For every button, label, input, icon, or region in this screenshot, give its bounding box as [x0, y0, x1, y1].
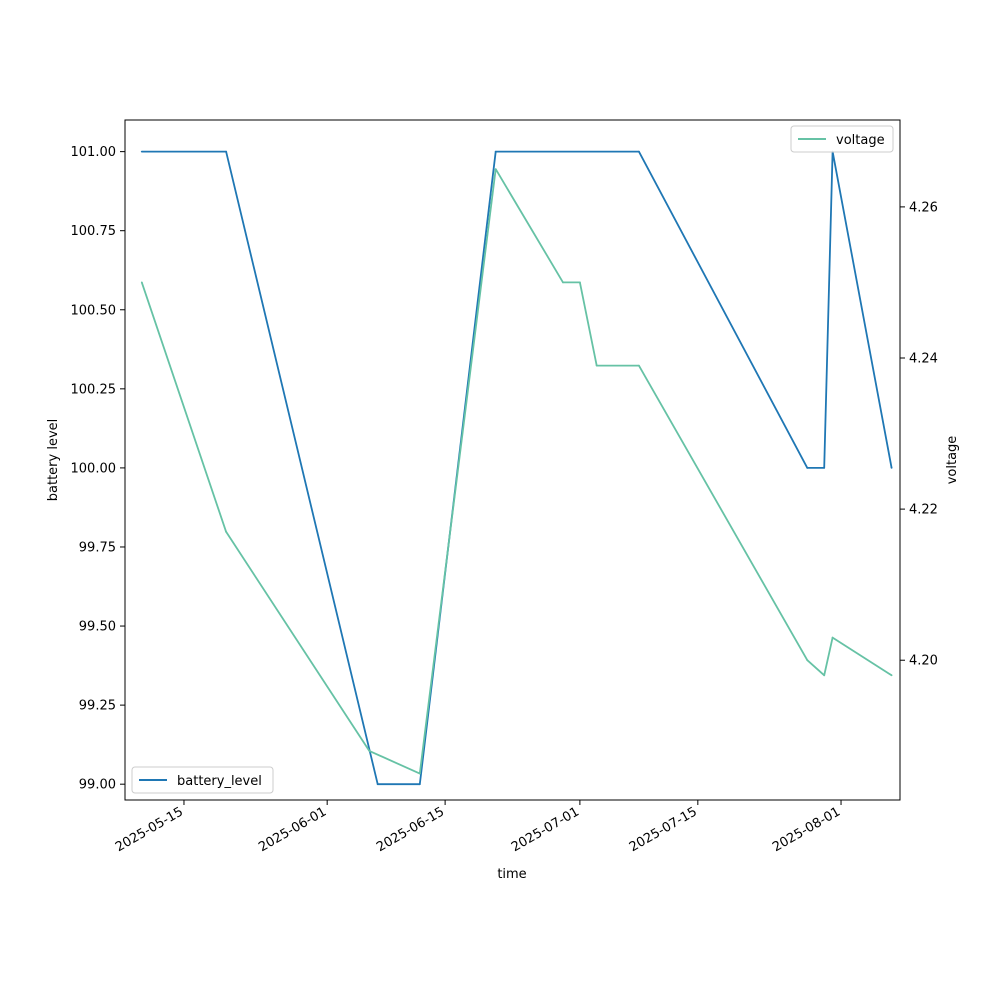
y-left-tick-label: 99.00	[79, 778, 116, 793]
y-left-tick-label: 99.25	[79, 699, 116, 714]
legend-battery-label: battery_level	[177, 774, 262, 789]
y-left-tick-label: 100.25	[71, 382, 117, 397]
y-axis-left: 99.00 99.25 99.50 99.75 100.00 100.25 100.50 10…	[71, 145, 125, 793]
axes-frame	[124, 119, 901, 801]
legend-battery-box	[131, 766, 274, 794]
y-left-tick-label: 100.75	[71, 224, 117, 239]
data-point-voltage	[418, 772, 421, 775]
y-right-tick-label: 4.24	[909, 352, 938, 367]
y-axis-right-title: voltage	[945, 436, 960, 485]
data-point-voltage	[638, 364, 640, 367]
y-left-tick-label: 100.00	[71, 461, 117, 476]
data-point-voltage	[225, 530, 228, 533]
y-axis-right: 4.20 4.22 4.24 4.26	[900, 200, 938, 669]
y-right-tick-label: 4.22	[909, 503, 938, 518]
data-point-battery_level	[140, 150, 143, 153]
data-point-battery_level	[890, 467, 893, 469]
series-line-battery_level	[141, 150, 893, 786]
legend-voltage-label: voltage	[836, 133, 885, 148]
data-point-voltage	[562, 281, 564, 284]
data-point-battery_level	[376, 783, 379, 786]
data-point-voltage	[494, 168, 497, 171]
data-point-voltage	[595, 364, 598, 367]
plot-area	[140, 150, 893, 786]
data-point-voltage	[579, 281, 581, 284]
data-point-battery_level	[494, 150, 497, 153]
x-axis-title: time	[497, 867, 526, 882]
data-point-voltage	[140, 281, 143, 284]
y-right-tick-label: 4.26	[909, 200, 938, 215]
data-point-voltage	[823, 674, 826, 677]
legend-voltage: voltage	[790, 125, 894, 153]
y-right-tick-label: 4.20	[909, 654, 938, 669]
legend-voltage-box	[790, 125, 894, 153]
y-left-tick-label: 99.50	[79, 620, 116, 635]
y-left-tick-label: 101.00	[71, 145, 117, 160]
legend-battery: battery_level	[131, 766, 274, 794]
y-axis-left-title: battery level	[46, 419, 61, 502]
y-left-tick-label: 99.75	[79, 540, 116, 555]
data-point-battery_level	[638, 150, 640, 153]
y-left-tick-label: 100.50	[71, 303, 117, 318]
data-point-battery_level	[418, 783, 421, 786]
data-point-voltage	[890, 674, 893, 677]
data-point-battery_level	[806, 467, 809, 469]
data-point-voltage	[831, 636, 834, 639]
data-point-voltage	[368, 750, 371, 752]
data-point-battery_level	[225, 150, 228, 153]
data-point-battery_level	[823, 467, 826, 469]
data-point-voltage	[806, 659, 809, 662]
